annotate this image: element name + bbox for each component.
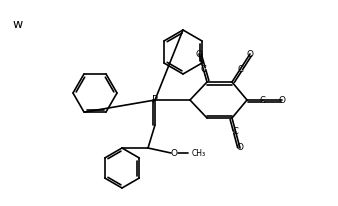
Text: O: O [279, 96, 286, 104]
Text: C: C [237, 65, 243, 74]
Text: O: O [195, 49, 202, 59]
Text: C: C [200, 65, 206, 74]
Text: CH₃: CH₃ [192, 149, 206, 158]
Text: P: P [152, 95, 158, 105]
Text: O: O [246, 49, 254, 59]
Text: O: O [170, 149, 177, 158]
Text: C: C [260, 96, 266, 104]
Text: w: w [12, 18, 22, 31]
Text: O: O [237, 144, 243, 152]
Text: C: C [233, 127, 239, 136]
